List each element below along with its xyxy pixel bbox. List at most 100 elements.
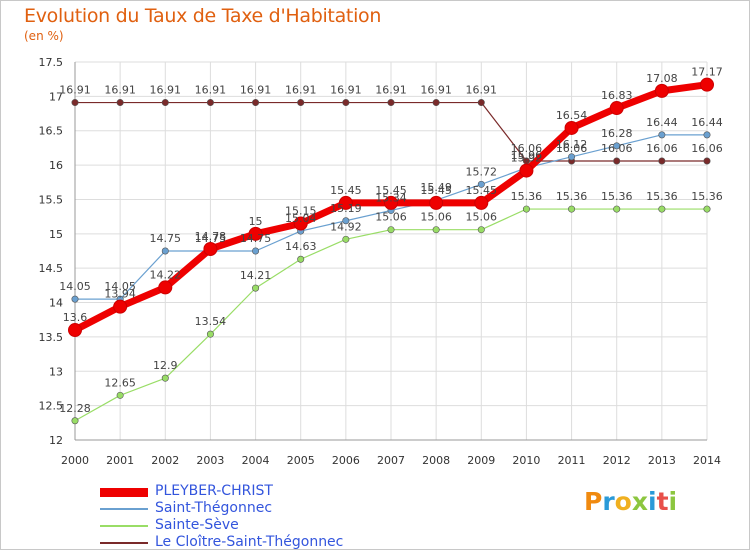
data-label: 16.06 xyxy=(511,142,543,155)
y-tick-label: 14.5 xyxy=(39,262,64,275)
x-tick-label: 2011 xyxy=(558,454,586,467)
unit-label: (en %) xyxy=(24,29,64,43)
x-tick-label: 2010 xyxy=(512,454,540,467)
data-label: 17.08 xyxy=(646,72,678,85)
data-point xyxy=(703,157,711,165)
x-tick-label: 2014 xyxy=(693,454,721,467)
y-tick-label: 14 xyxy=(49,297,63,310)
data-point xyxy=(248,226,263,241)
data-point xyxy=(703,131,711,139)
data-label: 16.12 xyxy=(556,138,588,151)
data-label: 16.91 xyxy=(59,84,91,97)
data-label: 16.91 xyxy=(150,84,182,97)
data-label: 15.45 xyxy=(466,184,498,197)
x-tick-label: 2007 xyxy=(377,454,405,467)
axes: 12 12.5 13 13.5 14 14.5 15 15.5 16 16.5 17 17.5 2000… xyxy=(39,56,722,467)
data-label: 17.17 xyxy=(691,66,723,79)
y-tick-label: 15.5 xyxy=(39,193,64,206)
x-tick-label: 2005 xyxy=(287,454,315,467)
data-label: 14.05 xyxy=(59,280,91,293)
data-point xyxy=(703,205,711,213)
data-point xyxy=(68,323,82,338)
data-label: 14.22 xyxy=(150,268,182,281)
y-tick-label: 17 xyxy=(49,90,63,103)
data-label: 16.06 xyxy=(556,142,588,155)
data-label: 15.45 xyxy=(330,184,362,197)
data-point xyxy=(338,195,353,210)
data-point xyxy=(477,180,485,188)
x-tick-label: 2008 xyxy=(422,454,450,467)
data-label: 16.28 xyxy=(601,127,633,140)
data-point xyxy=(342,217,350,225)
data-point xyxy=(613,142,621,150)
data-point xyxy=(564,120,579,135)
data-point xyxy=(252,247,260,255)
data-label: 15.06 xyxy=(466,211,498,224)
logo-letter: i xyxy=(648,487,657,516)
data-label: 12.65 xyxy=(104,376,136,389)
data-point xyxy=(568,205,576,213)
data-label: 14.63 xyxy=(285,240,317,253)
legend-swatch xyxy=(100,487,148,497)
data-point xyxy=(432,99,440,107)
data-point xyxy=(116,391,124,399)
data-point xyxy=(654,83,669,98)
data-point xyxy=(477,226,485,234)
x-tick-label: 2001 xyxy=(106,454,134,467)
data-point xyxy=(609,101,624,116)
data-label: 16.06 xyxy=(646,142,678,155)
data-label: 12.9 xyxy=(153,359,178,372)
x-tick-label: 2006 xyxy=(332,454,360,467)
legend-swatch xyxy=(100,508,148,510)
data-label: 15.06 xyxy=(375,211,407,224)
legend-label: Sainte-Sève xyxy=(155,517,239,533)
data-point xyxy=(613,157,621,165)
data-label: 13.54 xyxy=(195,315,227,328)
data-point xyxy=(158,280,173,295)
data-label: 16.91 xyxy=(420,84,452,97)
data-label: 15.72 xyxy=(466,165,498,178)
logo-letter: t xyxy=(656,487,669,516)
data-label: 16.83 xyxy=(601,89,633,102)
data-point xyxy=(342,235,350,243)
data-point xyxy=(519,163,534,178)
data-point xyxy=(387,99,395,107)
data-point xyxy=(161,247,169,255)
data-point xyxy=(342,99,350,107)
y-tick-label: 13 xyxy=(49,365,63,378)
data-point xyxy=(568,153,576,161)
data-label: 14.78 xyxy=(195,230,227,243)
data-point xyxy=(384,195,398,210)
chart-title: Evolution du Taux de Taxe d'Habitation xyxy=(24,5,382,27)
data-label: 16.06 xyxy=(691,142,723,155)
data-label: 15.36 xyxy=(691,190,723,203)
y-tick-label: 13.5 xyxy=(39,331,64,344)
data-label: 16.44 xyxy=(646,116,678,129)
data-label: 15.36 xyxy=(646,190,678,203)
y-tick-label: 17.5 xyxy=(39,56,64,69)
legend-swatch xyxy=(100,542,148,544)
data-point xyxy=(658,131,666,139)
legend-label: Saint-Thégonnec xyxy=(155,500,273,516)
data-label: 15.06 xyxy=(420,211,452,224)
data-label: 15.92 xyxy=(511,152,543,165)
data-point xyxy=(658,205,666,213)
data-label: 16.06 xyxy=(601,142,633,155)
data-label: 15.36 xyxy=(601,190,633,203)
data-label: 16.54 xyxy=(556,109,588,122)
data-label: 15.15 xyxy=(285,205,317,218)
y-tick-label: 16.5 xyxy=(39,125,64,138)
x-tick-label: 2013 xyxy=(648,454,676,467)
x-tick-label: 2000 xyxy=(61,454,89,467)
data-label: 15.96 xyxy=(511,149,543,162)
y-tick-label: 12.5 xyxy=(39,400,64,413)
series-3 xyxy=(71,99,711,165)
y-tick-label: 15 xyxy=(49,228,63,241)
data-label: 15.45 xyxy=(420,184,452,197)
data-label: 16.91 xyxy=(104,84,136,97)
proxiti-logo: Proxiti xyxy=(584,487,677,516)
logo-letter: P xyxy=(584,487,603,516)
data-point xyxy=(297,255,305,263)
